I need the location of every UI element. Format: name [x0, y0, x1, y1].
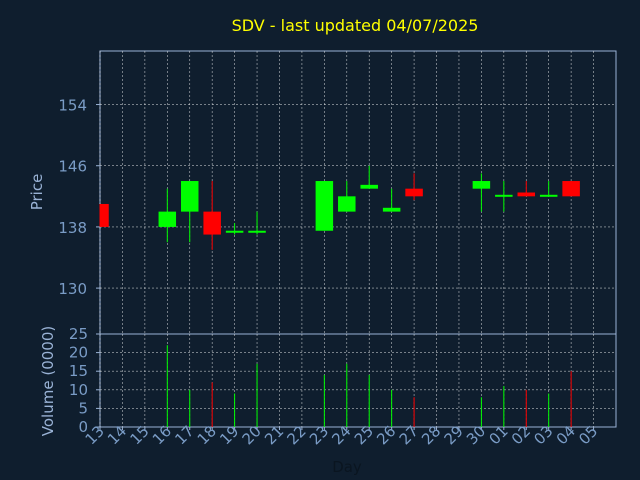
price-panel-frame — [99, 50, 617, 335]
volume-tick-label: 0 — [78, 418, 88, 436]
volume-tick-label: 15 — [69, 362, 88, 380]
price-tick-label: 130 — [58, 280, 87, 298]
price-axis-label: Price — [28, 174, 46, 211]
x-axis-label: Day — [332, 458, 362, 476]
price-tick-label: 146 — [58, 158, 87, 176]
price-panel: 130 138 146 154 — [58, 50, 617, 335]
candle-body — [495, 194, 513, 197]
candle-body — [360, 184, 378, 189]
volume-tick-label: 10 — [69, 381, 88, 399]
price-tick-label: 154 — [58, 97, 87, 115]
candle-body — [382, 207, 401, 212]
volume-panel: 0510152025131415161718192021222324252627… — [69, 325, 617, 448]
chart-title: SDV - last updated 04/07/2025 — [232, 16, 479, 35]
candle-body — [517, 192, 536, 197]
volume-tick-label: 5 — [78, 399, 88, 417]
candle-body — [539, 194, 558, 197]
candle-body — [405, 188, 423, 197]
candle-body — [225, 230, 244, 233]
candle-body — [248, 230, 266, 233]
x-tick-label: 05 — [575, 422, 601, 448]
volume-tick-label: 20 — [69, 344, 88, 362]
candle-body — [338, 196, 356, 212]
candle-body — [180, 181, 199, 212]
price-tick-label: 138 — [58, 219, 87, 237]
volume-tick-label: 25 — [69, 325, 88, 343]
candle-body — [100, 203, 109, 227]
candle-body — [472, 181, 491, 189]
candle-body — [203, 211, 221, 235]
candle-body — [315, 181, 334, 231]
candle-body — [158, 211, 177, 227]
volume-axis-label: Volume (0000) — [39, 326, 57, 436]
candle-body — [562, 181, 580, 197]
volume-panel-frame — [99, 333, 617, 428]
